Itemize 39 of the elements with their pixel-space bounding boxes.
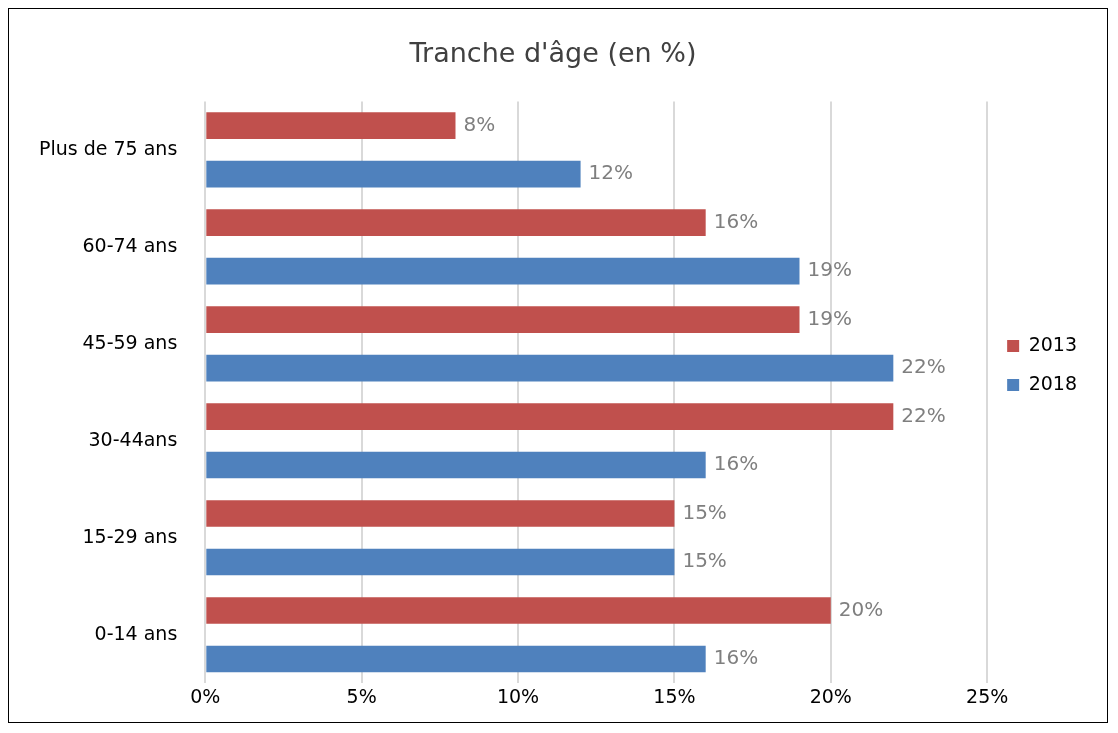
bar [206, 257, 800, 285]
y-tick-label: 30-44ans [88, 427, 178, 450]
x-tick-label: 15% [653, 684, 696, 707]
data-label: 20% [838, 596, 884, 621]
data-label: 16% [713, 208, 759, 233]
bar [206, 354, 894, 382]
data-label: 15% [682, 499, 727, 524]
y-tick-label: 45-59 ans [82, 330, 178, 353]
y-tick-label: 60-74 ans [82, 233, 178, 256]
bar [206, 451, 706, 479]
y-tick-label: 15-29 ans [82, 524, 178, 547]
bar [206, 548, 675, 576]
y-tick-label: 0-14 ans [94, 621, 178, 644]
data-label: 22% [901, 354, 946, 379]
bar [206, 306, 800, 333]
data-label: 19% [807, 257, 852, 282]
y-tick-label: Plus de 75 ans [38, 136, 178, 159]
legend-label: 2018 [1028, 371, 1078, 394]
x-tick-label: 25% [966, 684, 1009, 707]
x-tick-label: 20% [809, 684, 852, 707]
data-label: 12% [588, 160, 634, 185]
bar [206, 597, 831, 624]
bar [206, 160, 581, 188]
bar [206, 209, 706, 236]
data-label: 8% [463, 111, 496, 136]
data-label: 19% [807, 305, 852, 330]
bar [206, 645, 706, 673]
data-label: 16% [713, 645, 759, 670]
data-label: 22% [901, 402, 946, 427]
bar [206, 403, 894, 430]
bar [206, 112, 456, 139]
data-label: 15% [682, 548, 727, 573]
data-label: 16% [713, 451, 759, 476]
x-tick-label: 5% [346, 684, 377, 707]
bar [206, 500, 675, 527]
x-tick-label: 10% [496, 684, 540, 707]
chart-title: Tranche d'âge (en %) [408, 37, 697, 69]
x-tick-label: 0% [190, 684, 221, 707]
legend-label: 2013 [1028, 332, 1078, 355]
